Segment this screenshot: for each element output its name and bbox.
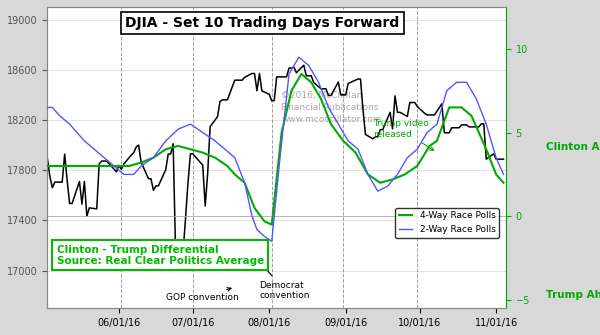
Text: DJIA - Set 10 Trading Days Forward: DJIA - Set 10 Trading Days Forward bbox=[125, 16, 400, 30]
Text: Clinton - Trump Differential
Source: Real Clear Politics Average: Clinton - Trump Differential Source: Rea… bbox=[56, 245, 264, 266]
Text: GOP convention: GOP convention bbox=[166, 288, 239, 302]
Text: Trump Ahead: Trump Ahead bbox=[546, 290, 600, 300]
Text: Trump video
released: Trump video released bbox=[373, 119, 434, 150]
Legend: 4-Way Race Polls, 2-Way Race Polls: 4-Way Race Polls, 2-Way Race Polls bbox=[395, 208, 499, 238]
Text: Clinton Ahead: Clinton Ahead bbox=[546, 142, 600, 152]
Text: Democrat
convention: Democrat convention bbox=[254, 256, 310, 300]
Text: ©2016, McClellan
Financial Publications
www.mcoscillator.com: ©2016, McClellan Financial Publications … bbox=[281, 91, 382, 124]
